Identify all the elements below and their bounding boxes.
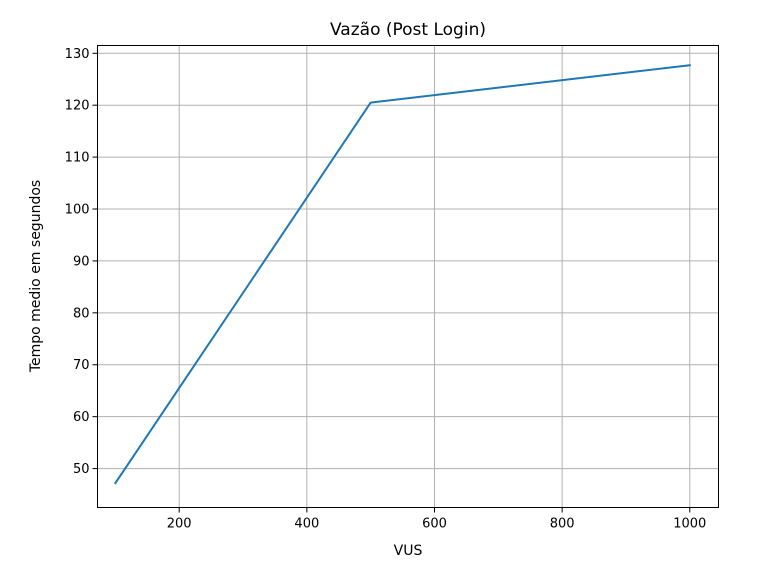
y-tick-label: 130 <box>65 47 90 62</box>
x-tick-label: 1000 <box>673 517 706 532</box>
chart-title: Vazão (Post Login) <box>330 20 486 40</box>
y-tick-label: 80 <box>73 306 90 321</box>
y-tick-label: 100 <box>65 203 90 218</box>
x-axis-label: VUS <box>394 543 423 559</box>
series-line <box>113 64 691 485</box>
plot-frame <box>97 45 719 508</box>
x-tick-label: 200 <box>167 517 192 532</box>
ticks: 200 400 600 800 1000 50 60 70 80 90 100 110 120 130 <box>65 47 707 532</box>
grid-lines <box>97 45 719 508</box>
y-tick-label: 60 <box>73 410 90 425</box>
x-tick-label: 400 <box>294 517 319 532</box>
y-tick-label: 90 <box>73 254 90 269</box>
y-axis-label: Tempo medio em segundos <box>28 180 44 373</box>
x-tick-label: 600 <box>422 517 447 532</box>
series-layer <box>113 64 691 485</box>
y-tick-label: 120 <box>65 99 90 114</box>
y-tick-label: 70 <box>73 358 90 373</box>
y-tick-label: 110 <box>65 151 90 166</box>
y-tick-label: 50 <box>73 462 90 477</box>
x-tick-label: 800 <box>550 517 575 532</box>
